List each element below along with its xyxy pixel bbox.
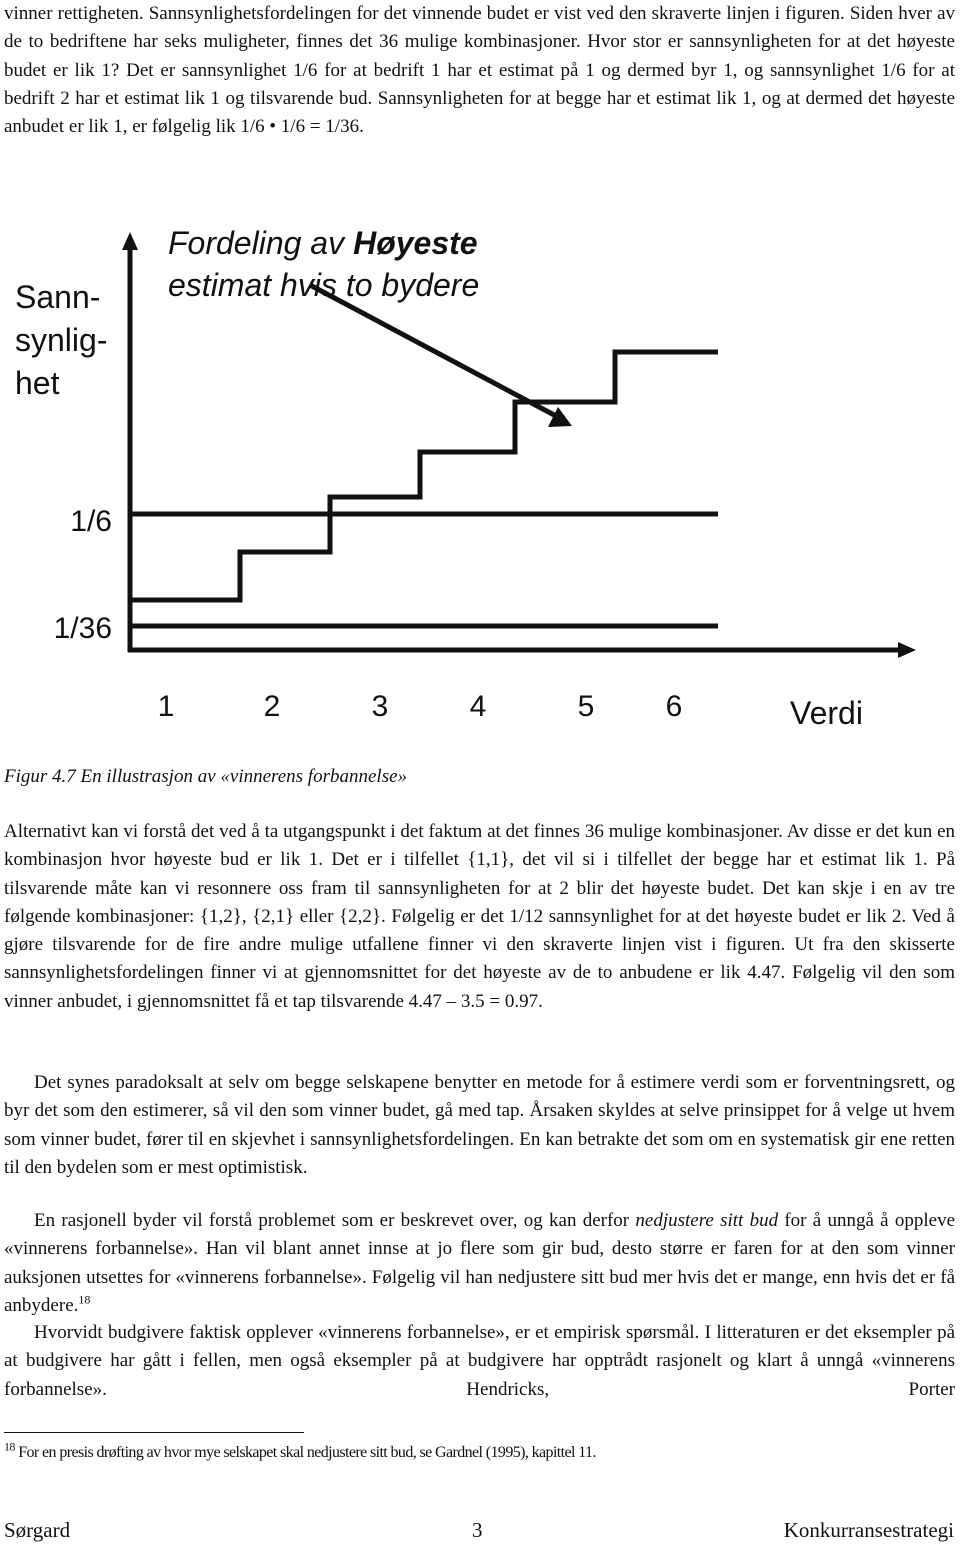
y-tick-label: 1/36 xyxy=(54,612,112,645)
paragraph: Alternativt kan vi forstå det ved å ta u… xyxy=(4,821,955,1012)
footnote-text: For en presis drøfting av hvor mye selsk… xyxy=(18,1444,596,1461)
y-axis-arrowhead xyxy=(122,232,138,250)
title-emphasis: Høyeste xyxy=(353,225,478,261)
paragraph: Hvorvidt budgivere faktisk opplever «vin… xyxy=(4,1322,955,1400)
footer-right: Konkurransestrategi xyxy=(783,1518,954,1542)
text: En rasjonell byder vil forstå problemet … xyxy=(34,1210,630,1231)
pointer-arrow xyxy=(308,282,558,419)
figure: Sann- synlig- het Fordeling av Høyeste es… xyxy=(15,225,916,731)
page-number: 3 xyxy=(472,1518,483,1542)
x-tick-label: 4 xyxy=(470,690,487,723)
staircase xyxy=(130,349,718,603)
figure-title: Fordeling av Høyeste xyxy=(168,225,478,261)
x-tick-label: 6 xyxy=(666,690,683,723)
y-label: Sann- xyxy=(15,279,100,315)
footnote-rule xyxy=(4,1432,304,1433)
footnote-ref: 18 xyxy=(78,1292,91,1307)
text: for å unngå å oppleve «vinnerens forbann… xyxy=(4,1210,956,1316)
y-label: synlig- xyxy=(15,322,107,358)
emphasis: nedjustere sitt bud xyxy=(635,1210,779,1231)
y-label: het xyxy=(15,365,60,401)
pointer-arrowhead xyxy=(548,407,572,427)
x-axis-arrowhead xyxy=(898,642,916,658)
figure-title: estimat hvis to bydere xyxy=(168,267,479,303)
footnote-number: 18 xyxy=(4,1439,15,1454)
paragraph: vinner rettigheten. Sannsynlighetsfordel… xyxy=(4,3,955,138)
footer-left: Sørgard xyxy=(4,1518,71,1542)
paragraph: En rasjonell byder vil forstå problemet … xyxy=(4,1207,955,1320)
x-tick-label: 3 xyxy=(372,690,389,723)
axes xyxy=(127,244,900,653)
paragraph: Det synes paradoksalt at selv om begge s… xyxy=(4,1072,955,1178)
x-tick-label: 1 xyxy=(158,690,175,723)
x-tick-label: 5 xyxy=(578,690,595,723)
figure-caption: Figur 4.7 En illustrasjon av «vinnerens … xyxy=(4,766,408,787)
x-tick-label: 2 xyxy=(264,690,281,723)
x-label: Verdi xyxy=(790,695,863,731)
footnote: 18 For en presis drøfting av hvor mye se… xyxy=(4,1441,596,1462)
title-text: Fordeling av xyxy=(168,225,346,261)
y-tick-label: 1/6 xyxy=(70,505,112,538)
